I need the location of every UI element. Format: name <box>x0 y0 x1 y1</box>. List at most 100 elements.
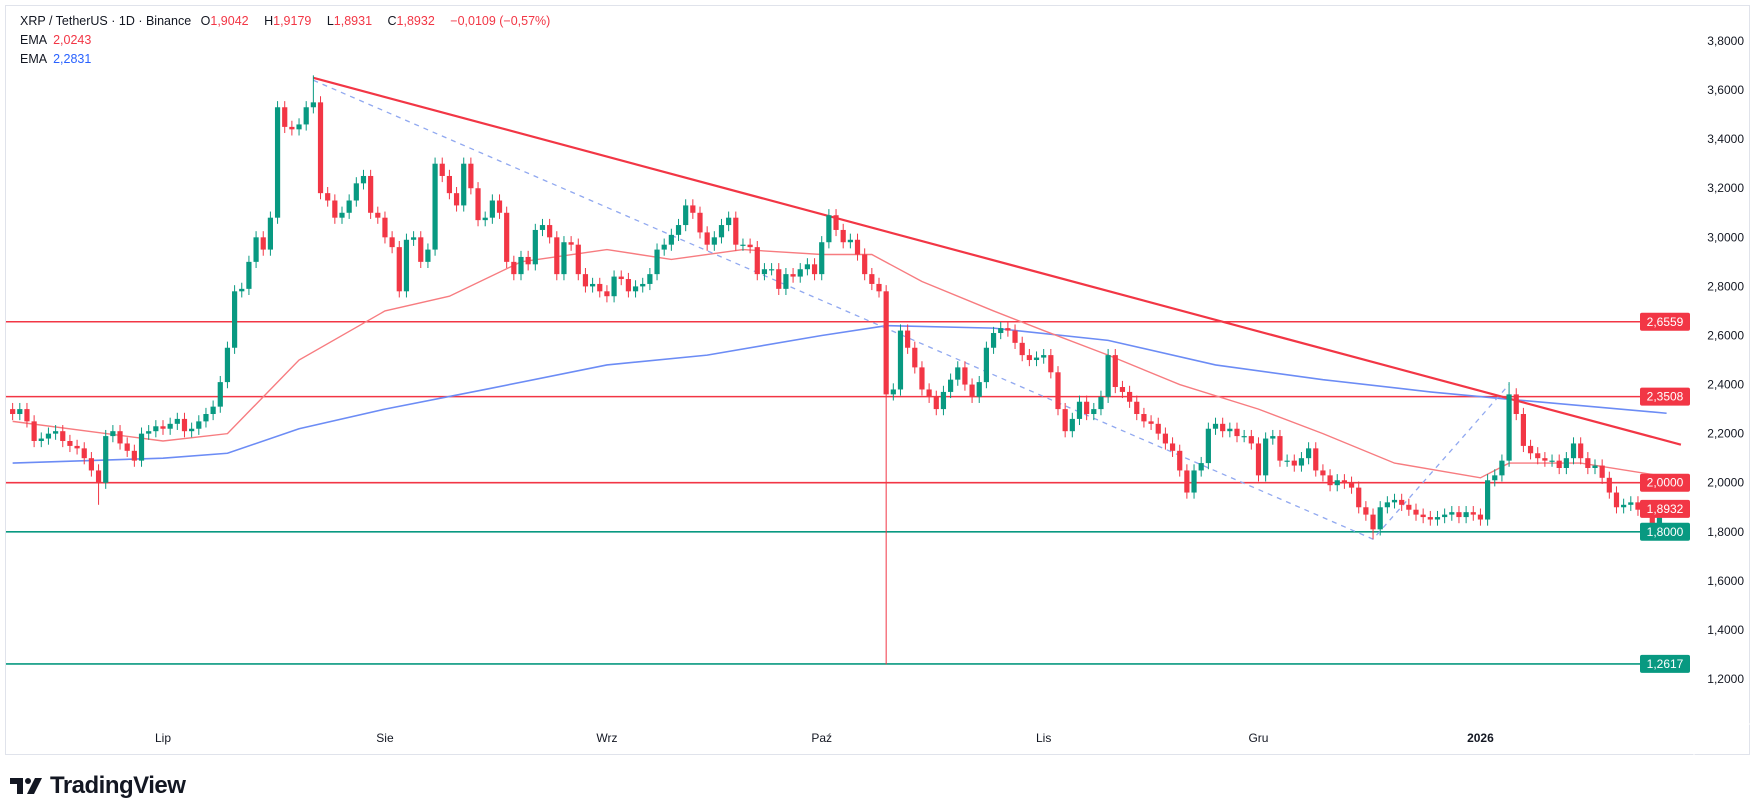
candle <box>1377 501 1383 536</box>
candle-body <box>1442 514 1448 518</box>
ema-fast-label: EMA <box>20 33 48 47</box>
candle <box>776 263 782 295</box>
candle <box>854 233 861 261</box>
candle <box>1284 454 1290 467</box>
candle <box>346 194 352 219</box>
candle-body <box>403 239 410 292</box>
candle <box>425 243 431 268</box>
symbol-title[interactable]: XRP / TetherUS · 1D · Binance <box>20 14 192 28</box>
candle-body <box>1155 423 1161 434</box>
candle <box>232 285 238 354</box>
candle <box>1527 439 1534 460</box>
tradingview-logo-icon <box>10 778 42 794</box>
ema-slow-legend[interactable]: EMA 2,2831 <box>20 52 97 66</box>
chart-panel[interactable]: 3,8000 3,6000 3,4000 3,2000 3,0000 2,8000 2,60… <box>5 5 1751 756</box>
candle <box>1356 481 1362 514</box>
candle <box>733 211 739 251</box>
candles-group <box>10 75 1670 665</box>
candlestick-chart[interactable]: 3,8000 3,6000 3,4000 3,2000 3,0000 2,8000 2,60… <box>6 6 1751 756</box>
candle <box>1391 493 1398 509</box>
candle-body <box>647 274 653 284</box>
level-price-tag: 1,8000 <box>1640 522 1690 541</box>
candle <box>267 211 273 256</box>
y-tick-label: 1,8000 <box>1707 525 1744 539</box>
candle-body <box>31 421 37 442</box>
candle <box>804 258 810 276</box>
candle <box>661 238 667 256</box>
level-price-tag-text: 1,8000 <box>1647 525 1684 539</box>
candle <box>1613 486 1620 514</box>
candle-body <box>1112 355 1118 388</box>
candle-body <box>769 269 775 271</box>
candle-body <box>446 175 452 194</box>
candle <box>1570 437 1577 465</box>
candle <box>217 375 223 413</box>
candle <box>196 415 202 435</box>
candle-body <box>711 237 717 245</box>
candle-body <box>840 229 846 243</box>
candle-body <box>45 433 52 439</box>
candle-body <box>1606 477 1612 493</box>
ema-fast-line <box>12 248 1667 479</box>
candle-body <box>740 244 746 246</box>
candle <box>1492 469 1498 487</box>
candle-body <box>518 256 524 275</box>
candle-body <box>1463 512 1469 518</box>
candle <box>948 373 954 399</box>
candle-body <box>267 217 273 250</box>
candle <box>819 236 825 281</box>
candle-body <box>747 244 753 248</box>
candle <box>1205 422 1211 470</box>
candle-body <box>597 283 603 292</box>
candle-body <box>1542 458 1548 461</box>
candle <box>1062 402 1068 438</box>
candle-body <box>1234 428 1240 437</box>
candle-body <box>582 274 589 287</box>
candle-body <box>776 269 782 289</box>
candle-body <box>1592 465 1598 468</box>
ema-fast-legend[interactable]: EMA 2,0243 <box>20 33 97 47</box>
candle-body <box>718 225 725 238</box>
candle-body <box>232 291 238 348</box>
candle-body <box>797 269 803 277</box>
candle-body <box>203 414 209 422</box>
candle <box>1456 506 1462 524</box>
candle-body <box>1148 421 1154 424</box>
candle-body <box>940 391 947 410</box>
candle-body <box>167 423 173 429</box>
candle-body <box>81 448 87 459</box>
candle <box>160 420 166 435</box>
candle <box>647 267 653 291</box>
candle-body <box>1377 507 1383 530</box>
candle <box>1177 444 1183 477</box>
candle <box>1327 469 1333 492</box>
candle-body <box>1535 453 1541 459</box>
candle-body <box>876 283 882 292</box>
candle <box>1535 447 1541 465</box>
candle-body <box>74 445 80 449</box>
candle-body <box>611 276 617 297</box>
candle-body <box>1341 480 1347 483</box>
candle <box>1606 471 1612 499</box>
candle <box>990 326 997 354</box>
candle <box>439 157 445 183</box>
candle-body <box>869 274 875 284</box>
candle <box>1406 498 1412 516</box>
candle-body <box>1456 512 1462 518</box>
candle <box>31 415 37 448</box>
candle-body <box>890 389 896 395</box>
candle-body <box>675 225 682 235</box>
candle <box>876 277 882 298</box>
candle <box>1169 437 1176 457</box>
candle <box>1263 432 1269 482</box>
candle <box>117 425 123 450</box>
candle-body <box>1076 401 1083 419</box>
candle <box>704 226 710 251</box>
candle-body <box>439 163 445 176</box>
candle-body <box>1277 436 1283 461</box>
candle-body <box>1270 436 1276 439</box>
tradingview-logo[interactable]: TradingView <box>10 772 186 800</box>
candle-body <box>733 217 739 245</box>
candle-body <box>854 239 861 255</box>
candle-body <box>1134 401 1140 415</box>
